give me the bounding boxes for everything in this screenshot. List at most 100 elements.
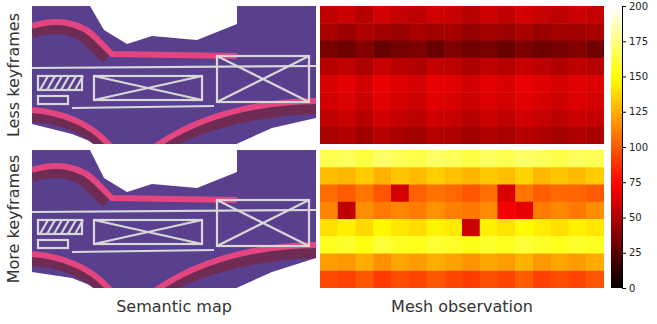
heatmap-cell [427, 75, 445, 93]
heatmap-cell [338, 150, 356, 168]
heatmap-cell [569, 6, 587, 24]
heatmap-cell [569, 185, 587, 203]
heatmap-cell [533, 110, 551, 128]
lane-hatch-box [38, 220, 82, 234]
heatmap-cell [427, 41, 445, 59]
lane-hatch-box [38, 240, 68, 248]
row-label: Less keyframes [4, 13, 23, 137]
colorbar-tick-label: 75 [629, 177, 642, 188]
heatmap-cell [515, 127, 533, 144]
heatmap-cell [356, 110, 374, 128]
heatmap-cell [533, 6, 551, 24]
heatmap-cell [569, 271, 587, 288]
heatmap-cell [498, 202, 516, 220]
heatmap-cell [551, 236, 569, 254]
heatmap-cell [462, 271, 480, 288]
row-label: More keyframes [4, 155, 23, 284]
heatmap-cell [409, 219, 427, 237]
heatmap-cell [373, 236, 391, 254]
heatmap-cell [320, 271, 338, 288]
heatmap-cell [480, 75, 498, 93]
heatmap-cell [320, 254, 338, 272]
heatmap-cell [586, 254, 604, 272]
heatmap-cell [480, 92, 498, 110]
lane-markings [32, 56, 316, 108]
heatmap-cell [533, 185, 551, 203]
heatmap-cell [498, 167, 516, 185]
colorbar-tick-label: 150 [629, 71, 648, 82]
heatmap-cell [391, 41, 409, 59]
heatmap-cell [569, 127, 587, 144]
heatmap-cell [551, 92, 569, 110]
heatmap-cell [569, 219, 587, 237]
heatmap-cell [444, 75, 462, 93]
heatmap-cell [444, 271, 462, 288]
heatmap-cell [391, 254, 409, 272]
heatmap-cell [551, 185, 569, 203]
heatmap-cell [409, 92, 427, 110]
panel-title: Semantic map [116, 297, 232, 316]
heatmap-cell [498, 271, 516, 288]
heatmap-cell [338, 254, 356, 272]
heatmap-cell [320, 236, 338, 254]
heatmap-cell [427, 92, 445, 110]
heatmap-cell [427, 150, 445, 168]
heatmap-cell [391, 127, 409, 144]
heatmap-cell [569, 41, 587, 59]
heatmap-cell [338, 41, 356, 59]
heatmap-cell [462, 58, 480, 76]
heatmap-cell [586, 92, 604, 110]
heatmap-cell [480, 41, 498, 59]
heatmap-cell [569, 75, 587, 93]
heatmap-cell [373, 110, 391, 128]
heatmap-cell [373, 271, 391, 288]
heatmap-cell [515, 167, 533, 185]
heatmap-cell [480, 127, 498, 144]
heatmap-cell [444, 236, 462, 254]
heatmap-cell [515, 6, 533, 24]
heatmap-cell [498, 58, 516, 76]
heatmap-cell [515, 236, 533, 254]
curb [32, 166, 237, 200]
heatmap-cell [338, 75, 356, 93]
lane-cross [94, 220, 202, 244]
heatmap-cell [444, 41, 462, 59]
heatmap-cell [551, 150, 569, 168]
heatmap-cell [444, 127, 462, 144]
lane-hatch [40, 220, 48, 234]
colorbar-tick: 125 [622, 106, 648, 117]
heatmap-cell [320, 6, 338, 24]
colorbar-tick-label: 0 [629, 283, 635, 294]
heatmap-cell [586, 58, 604, 76]
colorbar-tick-mark [622, 218, 626, 219]
heatmap-cell [320, 92, 338, 110]
heatmap-cell [480, 6, 498, 24]
heatmap-cell [444, 92, 462, 110]
heatmap-cell [515, 92, 533, 110]
heatmap-cell [586, 202, 604, 220]
heatmap-cell [462, 167, 480, 185]
heatmap-cell [338, 58, 356, 76]
curb [32, 254, 110, 288]
heatmap-cell [373, 202, 391, 220]
heatmap-cell [462, 127, 480, 144]
heatmap-cell [409, 254, 427, 272]
heatmap-cell [533, 127, 551, 144]
heatmap-cell [409, 185, 427, 203]
unobserved-area [90, 6, 237, 44]
heatmap-cell [515, 254, 533, 272]
sidewalk [32, 172, 107, 202]
heatmap-cell [373, 127, 391, 144]
heatmap-cell [586, 185, 604, 203]
heatmap-cell [356, 202, 374, 220]
heatmap-cell [338, 271, 356, 288]
heatmap-cell [444, 185, 462, 203]
heatmap-cell [586, 219, 604, 237]
heatmap-cell [391, 167, 409, 185]
heatmap-cell [569, 167, 587, 185]
heatmap-cell [444, 254, 462, 272]
colorbar-tick: 50 [622, 212, 642, 223]
heatmap-cell [391, 23, 409, 41]
heatmap-cell [480, 110, 498, 128]
lane-hatch [40, 76, 48, 90]
